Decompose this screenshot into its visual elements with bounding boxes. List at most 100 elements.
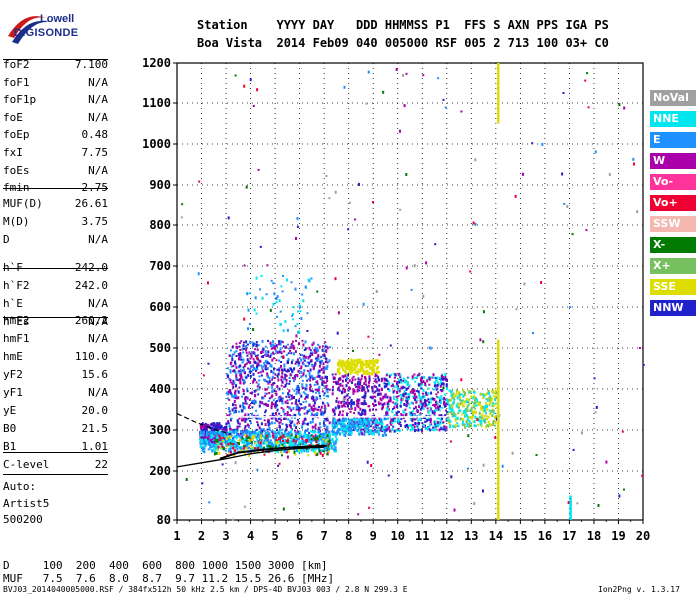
echo-point — [250, 353, 253, 357]
echo-point — [316, 375, 319, 378]
echo-point — [482, 406, 484, 410]
echo-point — [246, 418, 249, 421]
echo-point — [333, 449, 336, 453]
echo-point — [307, 365, 310, 368]
echo-point — [229, 412, 232, 415]
echo-point — [429, 420, 432, 423]
echo-point — [427, 410, 430, 414]
y-tick-label: 400 — [149, 382, 171, 396]
echo-point — [412, 427, 414, 431]
echo-point — [642, 364, 645, 366]
echo-point — [340, 426, 343, 430]
echo-point — [341, 384, 344, 387]
echo-point — [318, 345, 321, 349]
echo-point — [636, 210, 639, 214]
echo-point — [280, 384, 283, 387]
echo-point — [268, 426, 271, 430]
echo-point — [319, 361, 322, 364]
echo-point — [268, 362, 271, 365]
echo-point — [414, 397, 416, 401]
echo-point — [363, 425, 366, 429]
echo-point — [355, 358, 358, 362]
echo-point — [306, 330, 309, 332]
echo-point — [438, 428, 441, 432]
echo-point — [298, 443, 301, 446]
echo-point — [245, 351, 248, 354]
echo-point — [329, 439, 332, 442]
echo-point — [339, 360, 342, 364]
echo-point — [478, 419, 481, 423]
echo-point — [432, 376, 435, 379]
echo-point — [252, 435, 255, 439]
echo-point — [263, 446, 266, 449]
echo-point — [346, 401, 349, 405]
echo-point — [424, 420, 427, 423]
echo-point — [302, 372, 305, 376]
echo-point — [274, 347, 277, 351]
echo-point — [326, 379, 329, 383]
echo-point — [347, 386, 350, 389]
echo-point — [300, 365, 303, 369]
echo-point — [352, 423, 355, 426]
echo-point — [387, 408, 389, 412]
echo-point — [336, 433, 338, 436]
echo-point — [308, 403, 311, 406]
echo-point — [462, 424, 465, 426]
echo-point — [448, 389, 451, 392]
echo-point — [264, 423, 267, 426]
echo-point — [250, 365, 252, 369]
echo-point — [255, 416, 258, 420]
echo-point — [235, 406, 238, 409]
echo-point — [332, 430, 335, 433]
echo-point — [204, 426, 207, 430]
param-value: 20.0 — [81, 404, 109, 417]
echo-point — [269, 341, 272, 345]
echo-point — [258, 388, 261, 391]
echo-point — [439, 389, 442, 392]
echo-point — [242, 344, 245, 348]
echo-point — [257, 393, 260, 396]
echo-point — [494, 389, 497, 393]
echo-point — [474, 407, 477, 410]
echo-point — [278, 340, 281, 344]
echo-point — [271, 358, 274, 362]
echo-point — [318, 391, 321, 395]
echo-point — [257, 443, 260, 446]
echo-point — [384, 433, 387, 437]
echo-point — [431, 428, 434, 431]
echo-point — [203, 441, 206, 445]
echo-point — [348, 408, 351, 411]
echo-point — [453, 398, 456, 401]
echo-point — [469, 416, 472, 419]
echo-point — [464, 414, 466, 418]
echo-point — [350, 360, 353, 363]
echo-point — [403, 389, 406, 393]
echo-point — [210, 423, 213, 426]
echo-point — [410, 288, 413, 291]
echo-point — [477, 423, 479, 426]
echo-point — [337, 369, 340, 371]
echo-point — [257, 344, 260, 347]
param-value: 110.0 — [74, 350, 108, 363]
echo-point — [434, 420, 437, 424]
echo-point — [317, 430, 320, 434]
echo-point — [374, 404, 377, 407]
echo-point — [428, 383, 431, 386]
echo-point — [287, 352, 290, 355]
echo-point — [511, 451, 514, 455]
echo-point — [229, 349, 232, 352]
echo-point — [224, 426, 227, 429]
echo-point — [251, 402, 254, 404]
echo-point — [378, 353, 381, 356]
echo-point — [345, 428, 348, 431]
echo-point — [292, 340, 294, 343]
echo-point — [307, 428, 309, 431]
echo-point — [623, 488, 625, 491]
echo-point — [218, 451, 221, 455]
echo-point — [409, 411, 411, 415]
echo-point — [348, 387, 351, 391]
echo-point — [347, 228, 350, 231]
param-name: foF1 — [3, 75, 30, 89]
echo-point — [245, 344, 248, 348]
echo-point — [405, 399, 408, 402]
